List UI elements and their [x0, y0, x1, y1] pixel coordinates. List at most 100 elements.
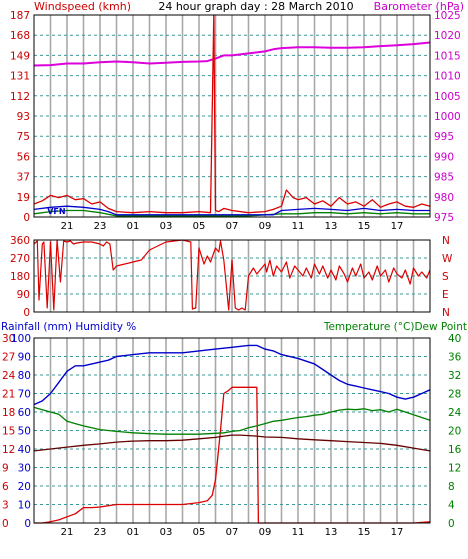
dew-point-line	[33, 434, 431, 452]
hour-tick-label: 15	[358, 221, 371, 232]
rainfall-tick-label: 24	[2, 370, 16, 382]
rainfall-tick-label: 18	[2, 407, 15, 419]
windspeed-tick-label: 149	[10, 50, 30, 62]
rainfall-tick-label: 9	[2, 463, 9, 475]
hour-tick-label: 17	[391, 527, 404, 538]
humidity-tick-label: 30	[18, 463, 31, 475]
compass-tick-label: N	[442, 235, 450, 247]
temperature-tick-label: 16	[448, 444, 462, 456]
temperature-tick-label: 40	[448, 333, 461, 345]
temperature-tick-label: 24	[448, 407, 462, 419]
rain-humidity-axis-title: Rainfall (mm) Humidity %	[1, 321, 136, 333]
temperature-tick-label: 4	[448, 500, 455, 512]
barometer-tick-label: 995	[434, 131, 454, 143]
rainfall-tick-label: 27	[2, 352, 15, 364]
humidity-tick-label: 20	[18, 481, 31, 493]
barometer-tick-label: 1015	[434, 50, 461, 62]
humidity-tick-label: 90	[18, 352, 31, 364]
hour-tick-label: 01	[127, 527, 140, 538]
hour-tick-label: 21	[61, 527, 74, 538]
humidity-tick-label: 50	[18, 426, 31, 438]
direction-degree-tick-label: 360	[10, 235, 30, 247]
rainfall-tick-label: 15	[2, 426, 15, 438]
hour-tick-label: 03	[160, 527, 173, 538]
windspeed-tick-label: 0	[23, 212, 30, 224]
rainfall-tick-label: 0	[2, 518, 9, 530]
temperature-tick-label: 8	[448, 481, 455, 493]
barometer-tick-label: 1025	[434, 10, 461, 22]
barometer-tick-label: 980	[434, 192, 454, 204]
temperature-tick-label: 12	[448, 463, 461, 475]
barometer-tick-label: 985	[434, 172, 454, 184]
wind-average-line	[33, 205, 430, 216]
hour-tick-label: 01	[127, 221, 140, 232]
direction-frame	[33, 239, 431, 313]
wind-gust-line	[33, 14, 431, 214]
windspeed-tick-label: 75	[17, 131, 30, 143]
temperature-tick-label: 36	[448, 352, 462, 364]
rainfall-tick-label: 21	[2, 389, 15, 401]
rainfall-tick-label: 3	[2, 500, 9, 512]
hour-tick-label: 05	[193, 221, 206, 232]
wind-barometer-panel: VFN 187 168 149 131 112 93 75 56 37 19 0 1025 1020 101…	[10, 10, 461, 232]
barometer-line	[33, 41, 431, 67]
humidity-tick-label: 40	[18, 444, 31, 456]
rain-humidity-temperature-panel: 3027242118151296301009080706050403020100…	[2, 333, 462, 538]
humidity-tick-label: 70	[18, 389, 31, 401]
wind-direction-line	[33, 239, 431, 311]
temperature-tick-label: 20	[448, 426, 461, 438]
windspeed-axis-title: Windspeed (kmh)	[34, 0, 131, 13]
temperature-line	[33, 406, 431, 435]
windspeed-tick-label: 19	[17, 192, 30, 204]
humidity-tick-label: 10	[18, 500, 31, 512]
windspeed-tick-label: 112	[10, 91, 30, 103]
temperature-tick-label: 32	[448, 370, 461, 382]
hour-tick-label: 09	[259, 527, 272, 538]
direction-degree-tick-label: 270	[10, 253, 30, 265]
hour-tick-label: 13	[325, 221, 338, 232]
hour-tick-label: 15	[358, 527, 371, 538]
hour-tick-label: 07	[226, 527, 239, 538]
rainfall-tick-label: 30	[2, 333, 15, 345]
windspeed-tick-label: 37	[17, 172, 30, 184]
windspeed-tick-label: 56	[17, 151, 31, 163]
barometer-tick-label: 1020	[434, 30, 461, 42]
temperature-dewpoint-axis-title: Temperature (°C)Dew Point	[323, 321, 467, 333]
barometer-tick-label: 990	[434, 151, 454, 163]
direction-degree-tick-label: 0	[23, 307, 30, 319]
windspeed-tick-label: 93	[17, 111, 30, 123]
compass-tick-label: E	[442, 289, 449, 301]
hour-tick-label: 09	[259, 221, 272, 232]
temperature-tick-label: 0	[448, 518, 455, 530]
vfn-label: VFN	[47, 207, 65, 216]
hour-tick-label: 17	[391, 221, 404, 232]
hour-tick-label: 21	[61, 221, 74, 232]
rainfall-tick-label: 6	[2, 481, 9, 493]
hour-tick-label: 03	[160, 221, 173, 232]
hour-tick-label: 13	[325, 527, 338, 538]
humidity-tick-label: 60	[18, 407, 31, 419]
rainfall-tick-label: 12	[2, 444, 15, 456]
hour-tick-label: 23	[94, 527, 107, 538]
compass-tick-label: S	[442, 271, 449, 283]
hour-tick-label: 11	[292, 527, 305, 538]
hour-tick-label: 05	[193, 527, 206, 538]
barometer-tick-label: 1005	[434, 91, 461, 103]
humidity-tick-label: 0	[24, 518, 31, 530]
hour-tick-label: 11	[292, 221, 305, 232]
direction-degree-tick-label: 180	[10, 271, 30, 283]
windspeed-tick-label: 187	[10, 10, 30, 22]
hour-tick-label: 07	[226, 221, 239, 232]
compass-tick-label: N	[442, 307, 450, 319]
windspeed-tick-label: 131	[10, 71, 30, 83]
windspeed-tick-label: 168	[10, 30, 30, 42]
hour-tick-label: 23	[94, 221, 107, 232]
barometer-tick-label: 1000	[434, 111, 461, 123]
compass-tick-label: W	[442, 253, 453, 265]
wind-frame	[33, 14, 431, 218]
barometer-tick-label: 1010	[434, 71, 461, 83]
humidity-tick-label: 100	[11, 333, 31, 345]
temperature-tick-label: 28	[448, 389, 461, 401]
